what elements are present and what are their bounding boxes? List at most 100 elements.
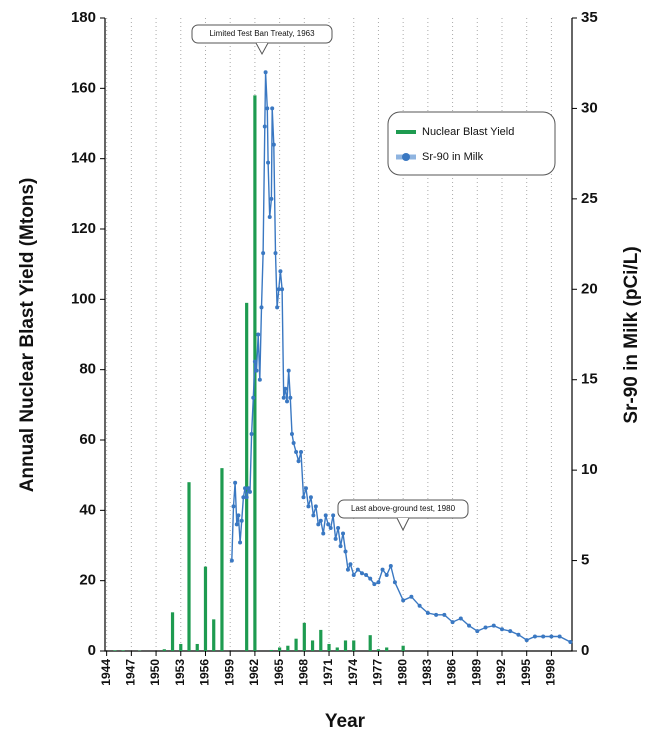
point (409, 594, 414, 599)
point (376, 580, 381, 585)
point (318, 518, 323, 523)
x-tick-label: 1953 (173, 659, 187, 686)
annotation-text: Last above-ground test, 1980 (351, 504, 456, 513)
point (286, 368, 291, 373)
x-tick-label: 1998 (544, 659, 558, 686)
annotation-text: Limited Test Ban Treaty, 1963 (209, 29, 315, 38)
y2-tick-label: 10 (581, 461, 598, 478)
point (243, 486, 248, 491)
y2-tick-label: 35 (581, 9, 598, 26)
point (321, 531, 326, 536)
x-tick-label: 1950 (148, 659, 162, 686)
point (417, 603, 422, 608)
point (384, 573, 389, 578)
x-tick-label: 1980 (395, 659, 409, 686)
annotation-pointer (396, 517, 410, 532)
bar (245, 302, 249, 651)
point (278, 269, 283, 274)
x-tick-label: 1971 (321, 659, 335, 686)
point (549, 634, 554, 639)
point (442, 612, 447, 617)
bar (352, 640, 356, 651)
point (291, 441, 296, 446)
point (345, 567, 350, 572)
point (308, 495, 313, 500)
x-tick-label: 1944 (99, 659, 113, 686)
bar (170, 612, 175, 651)
point (355, 567, 360, 572)
x-tick-label: 1983 (420, 659, 434, 686)
point (238, 540, 243, 545)
point (301, 495, 306, 500)
x-tick-label: 1977 (371, 659, 385, 686)
point (299, 450, 304, 455)
point (244, 495, 249, 500)
y2-tick-label: 30 (581, 99, 598, 116)
legend-swatch (402, 153, 410, 161)
y-tick-label: 40 (79, 501, 96, 518)
point (234, 522, 239, 527)
point (306, 504, 311, 509)
point (247, 489, 252, 494)
x-tick-label: 1986 (445, 659, 459, 686)
y2-tick-label: 15 (581, 371, 598, 388)
bar (319, 629, 323, 651)
bar (179, 643, 183, 651)
x-tick-label: 1992 (494, 659, 508, 686)
bar (212, 619, 216, 651)
bar (327, 643, 331, 651)
x-tick-label: 1959 (222, 659, 236, 686)
point (434, 612, 439, 617)
point (271, 142, 276, 147)
point (450, 620, 455, 625)
bar (294, 638, 298, 651)
x-tick-label: 1968 (296, 659, 310, 686)
bar (278, 647, 282, 651)
bar (162, 649, 166, 651)
bar (302, 622, 306, 651)
point (401, 598, 406, 603)
point (348, 562, 353, 567)
plot: 1944 1947 1950 1953 1956 1959 1962 1965 1968 1971… (71, 9, 598, 686)
bar (113, 650, 117, 651)
y-tick-label: 100 (71, 290, 96, 307)
bar (376, 649, 381, 651)
point (262, 124, 267, 129)
point (270, 106, 275, 111)
bar (269, 649, 273, 651)
bar (220, 468, 224, 651)
point (283, 386, 288, 391)
point (343, 549, 348, 554)
point (251, 395, 256, 400)
point (256, 332, 261, 337)
y-tick-label: 60 (79, 431, 96, 448)
point (557, 634, 562, 639)
point (289, 431, 294, 436)
point (254, 368, 259, 373)
point (323, 513, 328, 518)
bar (343, 640, 348, 651)
point (372, 582, 377, 587)
y2-tick-label: 20 (581, 280, 598, 297)
legend-label: Nuclear Blast Yield (422, 126, 514, 138)
point (275, 305, 280, 310)
point (458, 616, 463, 621)
point (483, 625, 488, 630)
point (311, 513, 316, 518)
y2-tick-label: 25 (581, 190, 598, 207)
legend-box (387, 111, 556, 176)
x-tick-label: 1962 (247, 659, 261, 686)
bar (335, 647, 339, 651)
y2-axis-title: Sr-90 in Milk (pCi/L) (621, 246, 642, 423)
y-tick-label: 20 (79, 572, 96, 589)
x-tick-label: 1989 (469, 659, 483, 686)
legend-label: Sr-90 in Milk (422, 151, 484, 163)
point (261, 251, 266, 256)
bar (187, 482, 191, 651)
y2-tick-label: 5 (581, 552, 589, 569)
point (499, 627, 504, 632)
point (265, 106, 270, 111)
point (267, 214, 272, 219)
y-tick-label: 180 (71, 9, 96, 26)
point (467, 623, 472, 628)
